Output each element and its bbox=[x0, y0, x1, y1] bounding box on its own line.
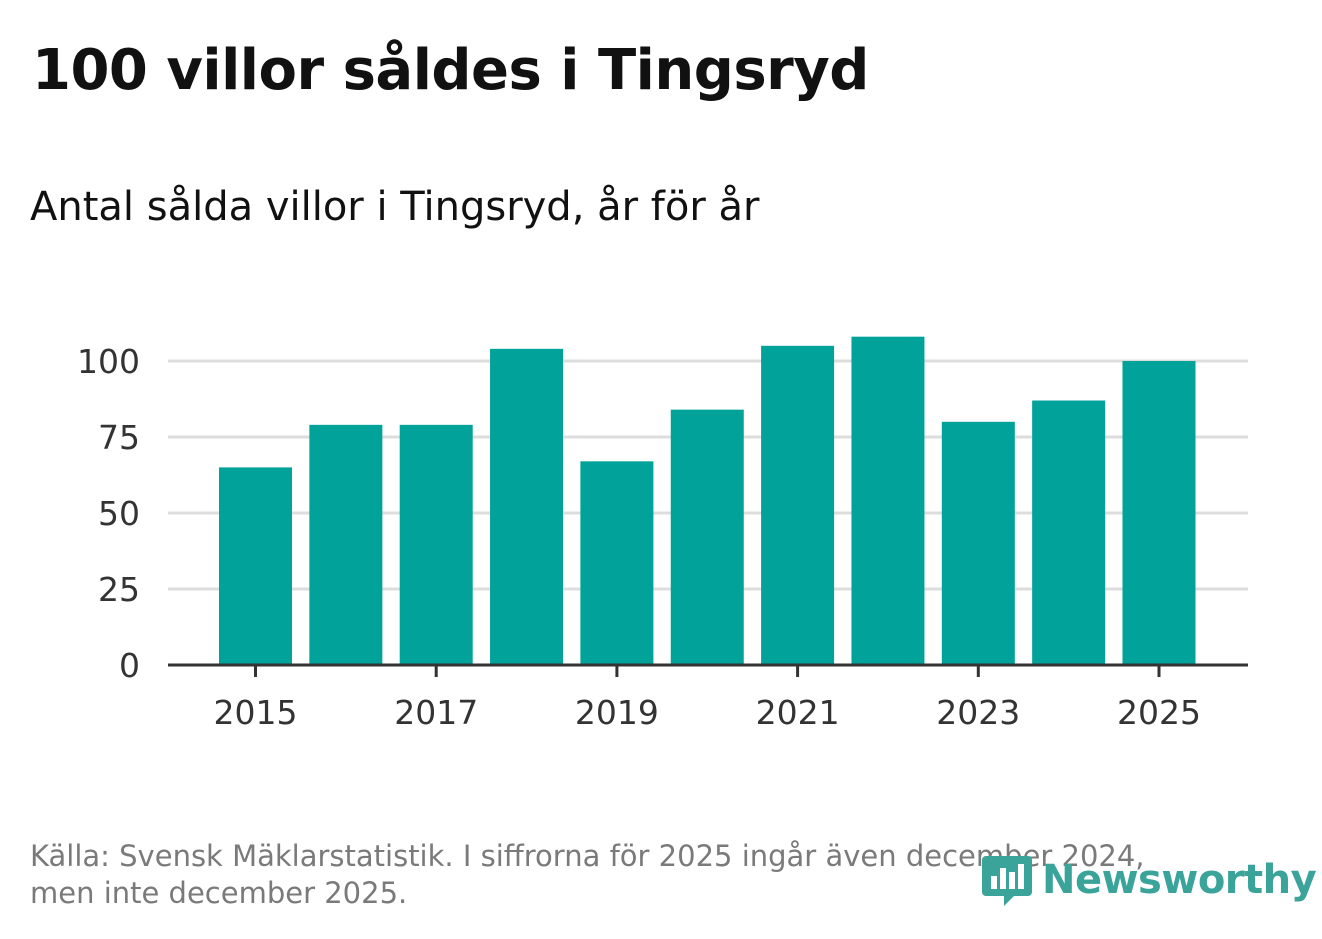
y-tick-label: 100 bbox=[77, 342, 140, 381]
bar-2019 bbox=[580, 461, 654, 665]
bar-2024 bbox=[1032, 400, 1106, 665]
source-line-1: Källa: Svensk Mäklarstatistik. I siffror… bbox=[30, 839, 1145, 873]
bar-chart: 0 25 50 75 100 2015 2017 2019 2021 2023 2025 bbox=[77, 336, 1248, 732]
bar-2015 bbox=[219, 467, 292, 665]
y-tick-label: 50 bbox=[98, 494, 140, 533]
bar-2021 bbox=[761, 345, 835, 665]
x-tick-label: 2025 bbox=[1117, 693, 1201, 732]
bar-2016 bbox=[309, 424, 383, 665]
bars bbox=[219, 336, 1196, 665]
source-line-2: men inte december 2025. bbox=[30, 876, 408, 910]
x-tick-label: 2017 bbox=[394, 693, 478, 732]
bar-2023 bbox=[941, 421, 1015, 665]
bar-2020 bbox=[670, 409, 744, 665]
chart-subtitle: Antal sålda villor i Tingsryd, år för år bbox=[30, 184, 760, 230]
source-note: Källa: Svensk Mäklarstatistik. I siffror… bbox=[30, 838, 1230, 912]
chart-title: 100 villor såldes i Tingsryd bbox=[32, 38, 869, 103]
chart-bubble-icon bbox=[982, 856, 1032, 906]
axes: 0 25 50 75 100 2015 2017 2019 2021 2023 2025 bbox=[77, 342, 1248, 732]
x-tick-label: 2021 bbox=[756, 693, 840, 732]
bar-2022 bbox=[851, 336, 925, 665]
logo-text: Newsworthy bbox=[1042, 857, 1317, 903]
newsworthy-logo: Newsworthy bbox=[980, 850, 1317, 910]
bar-2017 bbox=[399, 424, 473, 665]
bar-2018 bbox=[490, 348, 564, 665]
bar-2025 bbox=[1122, 361, 1196, 665]
x-tick-label: 2015 bbox=[214, 693, 298, 732]
y-tick-label: 75 bbox=[98, 418, 140, 457]
x-tick-label: 2019 bbox=[575, 693, 659, 732]
x-tick-label: 2023 bbox=[936, 693, 1020, 732]
y-tick-label: 0 bbox=[119, 646, 140, 685]
y-tick-label: 25 bbox=[98, 570, 140, 609]
